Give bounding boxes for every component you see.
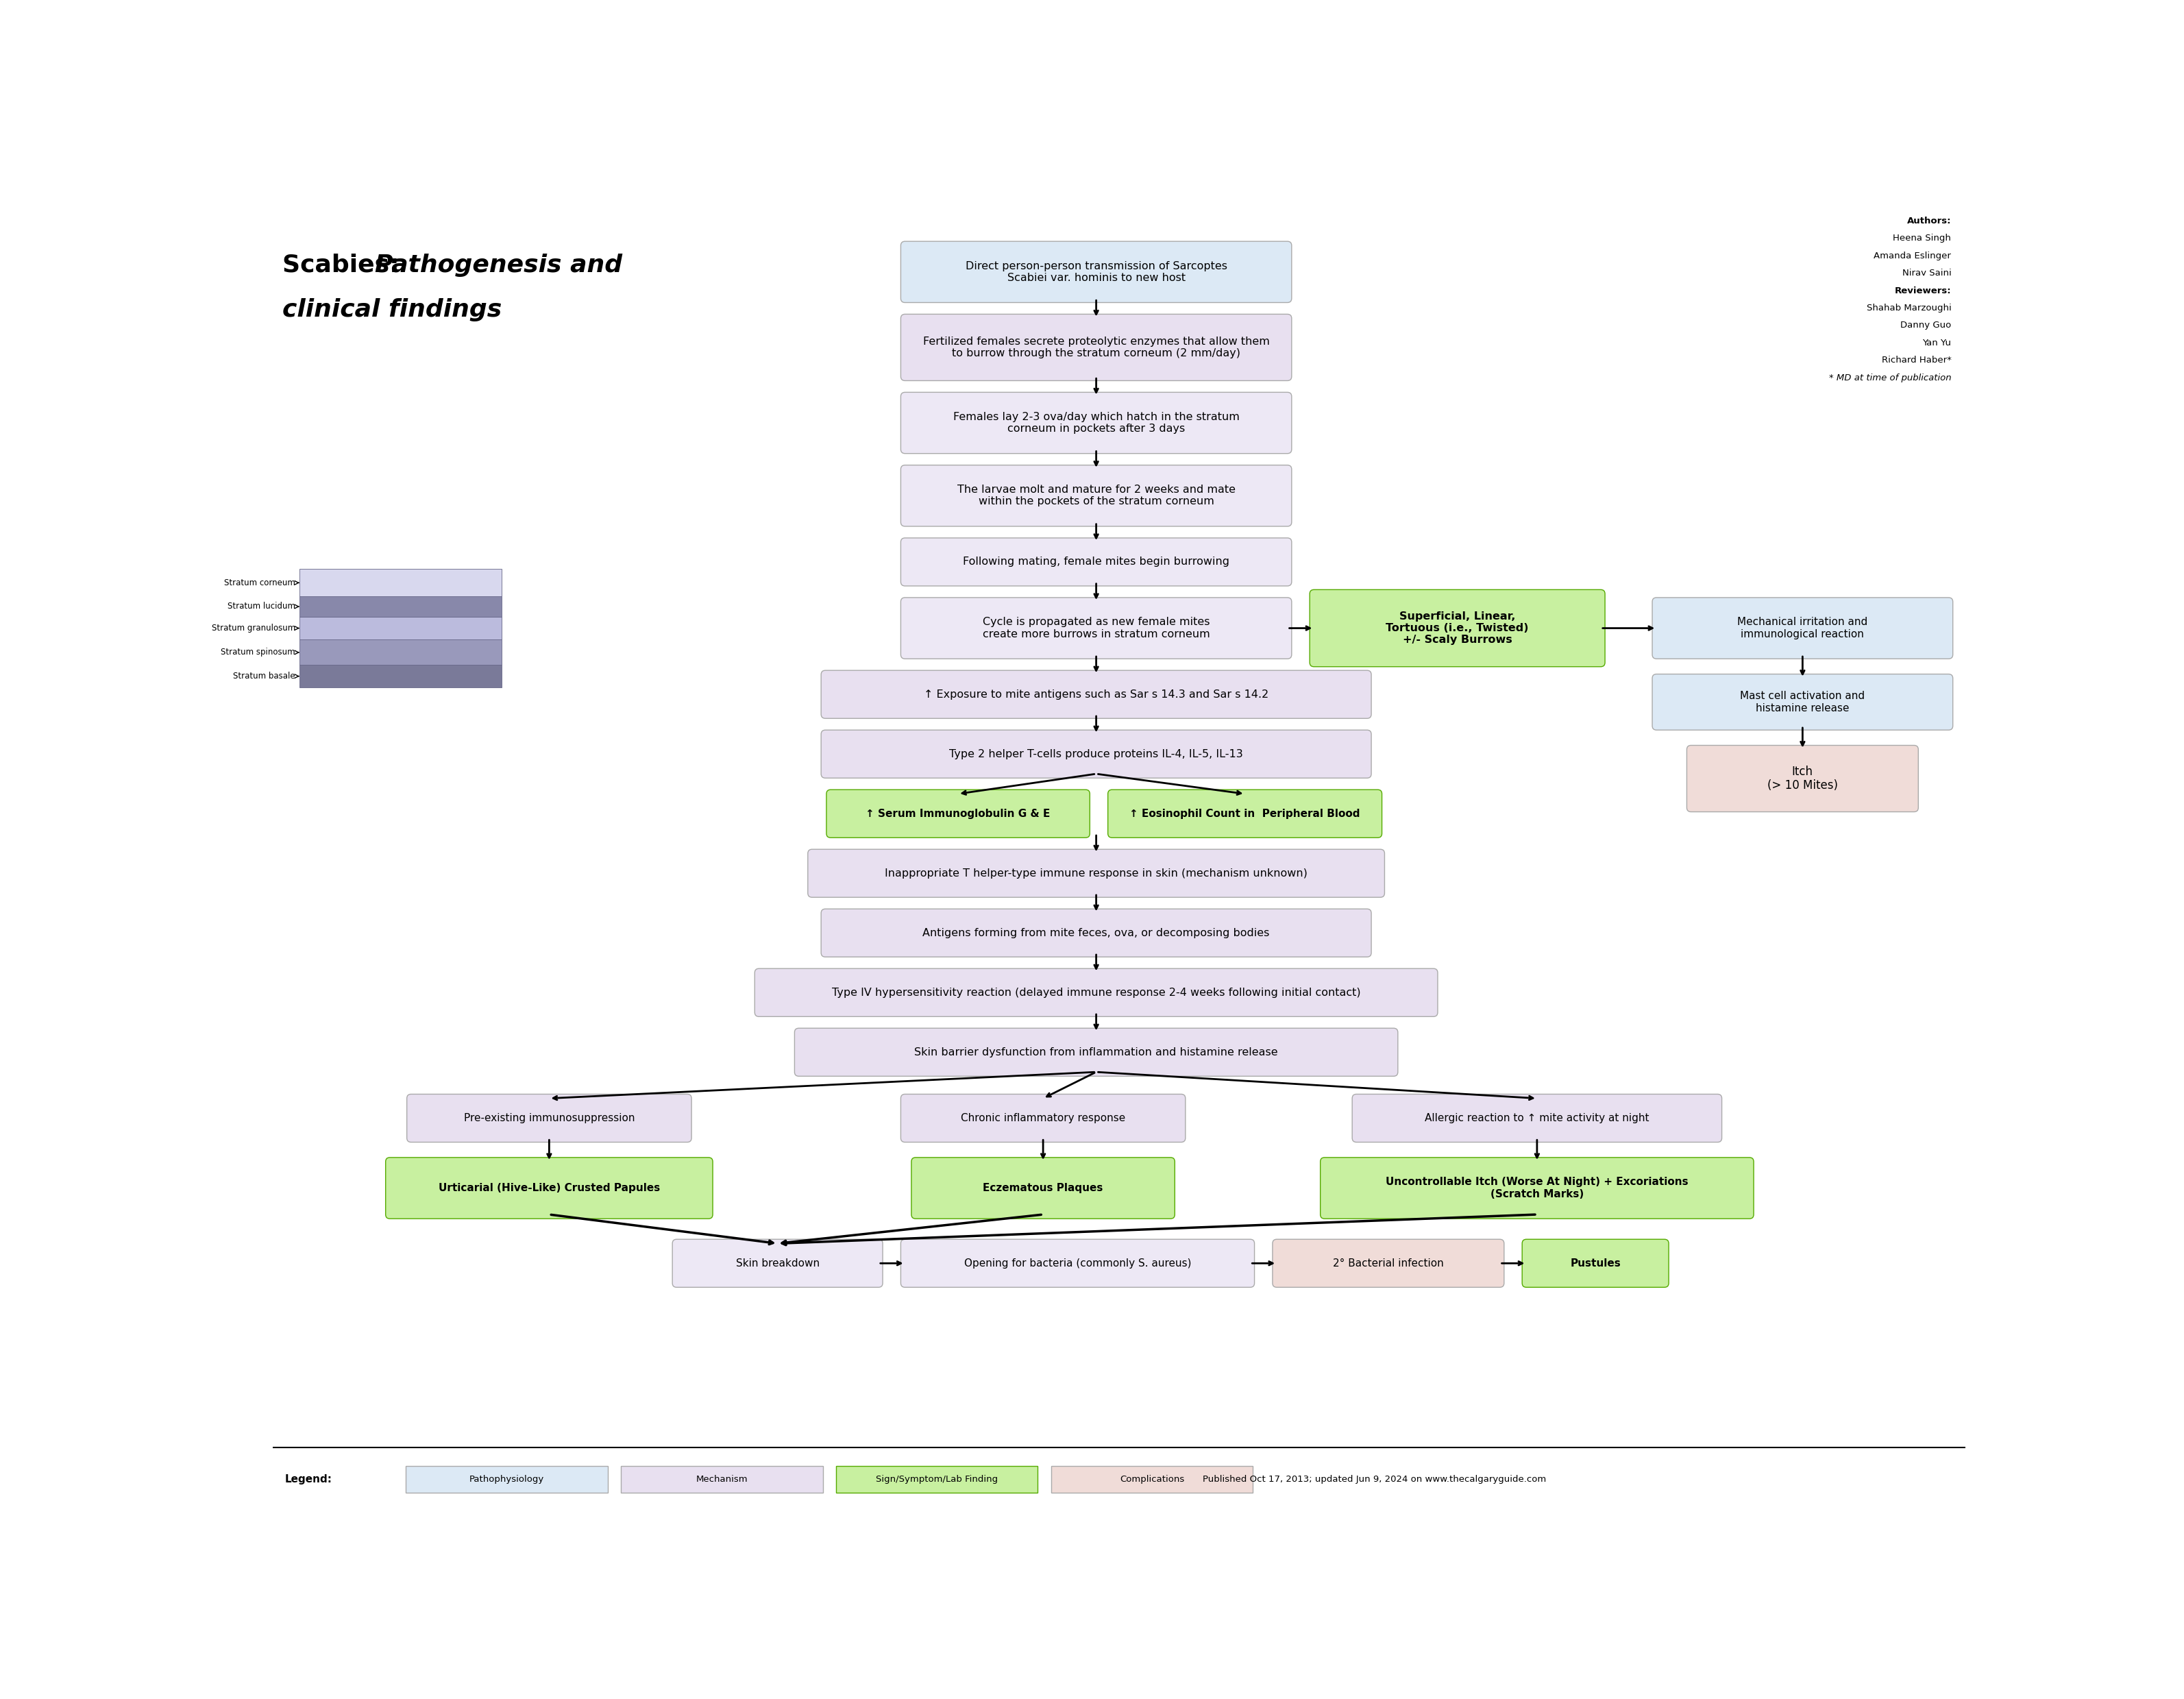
FancyBboxPatch shape	[1310, 590, 1605, 666]
Text: clinical findings: clinical findings	[282, 299, 502, 321]
FancyBboxPatch shape	[406, 1094, 692, 1142]
Text: Stratum granulosum: Stratum granulosum	[212, 624, 295, 632]
FancyBboxPatch shape	[299, 596, 502, 617]
Text: Mechanism: Mechanism	[697, 1475, 747, 1483]
FancyBboxPatch shape	[756, 968, 1437, 1016]
FancyBboxPatch shape	[821, 909, 1372, 957]
FancyBboxPatch shape	[1107, 790, 1382, 838]
Text: Richard Haber*: Richard Haber*	[1880, 355, 1950, 365]
FancyBboxPatch shape	[1321, 1157, 1754, 1218]
Text: Heena Singh: Heena Singh	[1894, 234, 1950, 243]
FancyBboxPatch shape	[299, 641, 502, 664]
Text: Amanda Eslinger: Amanda Eslinger	[1874, 251, 1950, 260]
FancyBboxPatch shape	[900, 1239, 1254, 1288]
Text: Sign/Symptom/Lab Finding: Sign/Symptom/Lab Finding	[876, 1475, 998, 1483]
FancyBboxPatch shape	[299, 569, 502, 596]
Text: Cycle is propagated as new female mites
create more burrows in stratum corneum: Cycle is propagated as new female mites …	[983, 617, 1210, 639]
Text: Reviewers:: Reviewers:	[1896, 285, 1950, 296]
Text: Superficial, Linear,
Tortuous (i.e., Twisted)
+/- Scaly Burrows: Superficial, Linear, Tortuous (i.e., Twi…	[1387, 612, 1529, 646]
FancyBboxPatch shape	[900, 466, 1291, 527]
FancyBboxPatch shape	[1653, 598, 1952, 659]
Text: Mast cell activation and
histamine release: Mast cell activation and histamine relea…	[1741, 691, 1865, 714]
Text: Fertilized females secrete proteolytic enzymes that allow them
to burrow through: Fertilized females secrete proteolytic e…	[924, 336, 1269, 358]
FancyBboxPatch shape	[821, 731, 1372, 778]
FancyBboxPatch shape	[673, 1239, 882, 1288]
Text: Scabies:: Scabies:	[282, 253, 408, 277]
Text: Type 2 helper T-cells produce proteins IL-4, IL-5, IL-13: Type 2 helper T-cells produce proteins I…	[950, 749, 1243, 759]
Text: Pathogenesis and: Pathogenesis and	[376, 253, 622, 277]
Text: ↑ Eosinophil Count in  Peripheral Blood: ↑ Eosinophil Count in Peripheral Blood	[1129, 809, 1361, 819]
Text: Following mating, female mites begin burrowing: Following mating, female mites begin bur…	[963, 557, 1230, 567]
FancyBboxPatch shape	[900, 539, 1291, 586]
FancyBboxPatch shape	[299, 664, 502, 688]
Text: * MD at time of publication: * MD at time of publication	[1828, 374, 1950, 382]
Text: ↑ Exposure to mite antigens such as Sar s 14.3 and Sar s 14.2: ↑ Exposure to mite antigens such as Sar …	[924, 690, 1269, 700]
Text: Stratum corneum: Stratum corneum	[225, 578, 295, 588]
FancyBboxPatch shape	[620, 1466, 823, 1493]
Text: Urticarial (Hive-Like) Crusted Papules: Urticarial (Hive-Like) Crusted Papules	[439, 1183, 660, 1193]
FancyBboxPatch shape	[1273, 1239, 1505, 1288]
Text: Stratum basale: Stratum basale	[234, 671, 295, 681]
Text: Yan Yu: Yan Yu	[1922, 338, 1950, 347]
FancyBboxPatch shape	[808, 850, 1385, 897]
Text: Allergic reaction to ↑ mite activity at night: Allergic reaction to ↑ mite activity at …	[1424, 1113, 1649, 1123]
Text: Pre-existing immunosuppression: Pre-existing immunosuppression	[463, 1113, 636, 1123]
FancyBboxPatch shape	[821, 671, 1372, 719]
Text: Complications: Complications	[1120, 1475, 1184, 1483]
Text: Stratum lucidum: Stratum lucidum	[227, 601, 295, 612]
Text: Opening for bacteria (commonly S. aureus): Opening for bacteria (commonly S. aureus…	[963, 1259, 1190, 1269]
FancyBboxPatch shape	[1686, 746, 1918, 812]
Text: Inappropriate T helper-type immune response in skin (mechanism unknown): Inappropriate T helper-type immune respo…	[885, 868, 1308, 878]
FancyBboxPatch shape	[1522, 1239, 1669, 1288]
Text: Mechanical irritation and
immunological reaction: Mechanical irritation and immunological …	[1736, 617, 1867, 639]
Text: Shahab Marzoughi: Shahab Marzoughi	[1867, 304, 1950, 313]
Text: Pathophysiology: Pathophysiology	[470, 1475, 544, 1483]
Text: Pustules: Pustules	[1570, 1259, 1621, 1269]
FancyBboxPatch shape	[900, 314, 1291, 381]
Text: Direct person-person transmission of Sarcoptes
Scabiei var. hominis to new host: Direct person-person transmission of Sar…	[965, 262, 1227, 284]
Text: Published Oct 17, 2013; updated Jun 9, 2024 on www.thecalgaryguide.com: Published Oct 17, 2013; updated Jun 9, 2…	[1203, 1475, 1546, 1483]
Text: Females lay 2-3 ova/day which hatch in the stratum
corneum in pockets after 3 da: Females lay 2-3 ova/day which hatch in t…	[952, 411, 1238, 433]
Text: Eczematous Plaques: Eczematous Plaques	[983, 1183, 1103, 1193]
FancyBboxPatch shape	[900, 598, 1291, 659]
Text: ↑ Serum Immunoglobulin G & E: ↑ Serum Immunoglobulin G & E	[865, 809, 1051, 819]
Text: Legend:: Legend:	[284, 1475, 332, 1485]
Text: The larvae molt and mature for 2 weeks and mate
within the pockets of the stratu: The larvae molt and mature for 2 weeks a…	[957, 484, 1236, 506]
Text: 2° Bacterial infection: 2° Bacterial infection	[1332, 1259, 1444, 1269]
FancyBboxPatch shape	[299, 617, 502, 641]
Text: Chronic inflammatory response: Chronic inflammatory response	[961, 1113, 1125, 1123]
FancyBboxPatch shape	[795, 1028, 1398, 1075]
Text: Skin breakdown: Skin breakdown	[736, 1259, 819, 1269]
Text: Skin barrier dysfunction from inflammation and histamine release: Skin barrier dysfunction from inflammati…	[915, 1047, 1278, 1057]
Text: Uncontrollable Itch (Worse At Night) + Excoriations
(Scratch Marks): Uncontrollable Itch (Worse At Night) + E…	[1385, 1177, 1688, 1199]
FancyBboxPatch shape	[387, 1157, 712, 1218]
FancyBboxPatch shape	[1653, 675, 1952, 731]
Text: Type IV hypersensitivity reaction (delayed immune response 2-4 weeks following i: Type IV hypersensitivity reaction (delay…	[832, 987, 1361, 997]
Text: Antigens forming from mite feces, ova, or decomposing bodies: Antigens forming from mite feces, ova, o…	[922, 928, 1269, 938]
FancyBboxPatch shape	[911, 1157, 1175, 1218]
Text: Danny Guo: Danny Guo	[1900, 321, 1950, 330]
FancyBboxPatch shape	[900, 1094, 1186, 1142]
FancyBboxPatch shape	[900, 241, 1291, 302]
Text: Itch
(> 10 Mites): Itch (> 10 Mites)	[1767, 765, 1839, 792]
FancyBboxPatch shape	[406, 1466, 607, 1493]
Text: Nirav Saini: Nirav Saini	[1902, 268, 1950, 277]
FancyBboxPatch shape	[1051, 1466, 1254, 1493]
FancyBboxPatch shape	[836, 1466, 1037, 1493]
Text: Stratum spinosum: Stratum spinosum	[221, 647, 295, 658]
FancyBboxPatch shape	[900, 392, 1291, 454]
Text: Authors:: Authors:	[1907, 216, 1950, 226]
FancyBboxPatch shape	[826, 790, 1090, 838]
FancyBboxPatch shape	[1352, 1094, 1721, 1142]
